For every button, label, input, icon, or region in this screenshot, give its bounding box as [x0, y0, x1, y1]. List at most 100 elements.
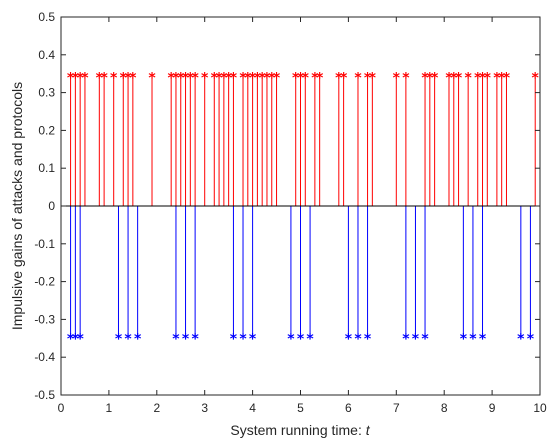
- y-tick-label-4: -0.2: [34, 275, 55, 289]
- stem-marker-1-24: *: [239, 70, 247, 86]
- stem-marker-1-15: *: [182, 70, 190, 86]
- stem-marker-1-1: *: [67, 70, 75, 86]
- y-tick-label-2: -0.4: [34, 350, 55, 364]
- stem-marker-2-17: *: [354, 331, 362, 347]
- stem-marker-1-43: *: [402, 70, 410, 86]
- y-tick-label-9: 0.3: [38, 86, 55, 100]
- stem-marker-1-12: *: [168, 70, 176, 86]
- stem-marker-2-23: *: [469, 331, 477, 347]
- stem-marker-1-2: *: [72, 70, 80, 86]
- x-tick-label-8: 7: [393, 401, 400, 415]
- stem-marker-1-47: *: [445, 70, 453, 86]
- stem-marker-2-13: *: [287, 331, 295, 347]
- stem-marker-2-2: *: [72, 331, 80, 347]
- stem-marker-2-4: *: [115, 331, 123, 347]
- x-tick-label-3: 2: [153, 401, 160, 415]
- stem-marker-1-4: *: [81, 70, 89, 86]
- y-tick-label-5: -0.1: [34, 237, 55, 251]
- stem-marker-2-8: *: [182, 331, 190, 347]
- x-tick-label-1: 0: [58, 401, 65, 415]
- stem-marker-1-34: *: [302, 70, 310, 86]
- x-axis-label-variable: t: [366, 422, 371, 438]
- y-tick-label-6: 0: [48, 199, 55, 213]
- stem-marker-1-44: *: [421, 70, 429, 86]
- stem-marker-2-21: *: [421, 331, 429, 347]
- stem-marker-1-29: *: [263, 70, 271, 86]
- x-tick-label-10: 9: [489, 401, 496, 415]
- stem-marker-2-25: *: [517, 331, 525, 347]
- stem-marker-1-11: *: [148, 70, 156, 86]
- stem-marker-1-50: *: [464, 70, 472, 86]
- y-tick-label-1: -0.5: [34, 388, 55, 402]
- stem-marker-2-15: *: [306, 331, 314, 347]
- x-tick-label-7: 6: [345, 401, 352, 415]
- stem-marker-1-25: *: [244, 70, 252, 86]
- stem-marker-1-48: *: [450, 70, 458, 86]
- stem-marker-1-7: *: [110, 70, 118, 86]
- stem-marker-1-36: *: [316, 70, 324, 86]
- y-tick-label-8: 0.2: [38, 123, 55, 137]
- stem-marker-1-53: *: [484, 70, 492, 86]
- x-tick-label-5: 4: [249, 401, 256, 415]
- axes-layer: [60, 16, 541, 396]
- stem-marker-1-41: *: [369, 70, 377, 86]
- stem-marker-1-35: *: [311, 70, 319, 86]
- x-tick-label-2: 1: [106, 401, 113, 415]
- stem-marker-2-3: *: [76, 331, 84, 347]
- stem-marker-2-26: *: [527, 331, 535, 347]
- y-axis-label: Impulsive gains of attacks and protocols: [9, 82, 25, 330]
- stem-marker-1-13: *: [172, 70, 180, 86]
- stem-marker-1-23: *: [230, 70, 238, 86]
- stem-marker-1-19: *: [211, 70, 219, 86]
- stem-marker-1-8: *: [120, 70, 128, 86]
- stem-marker-2-16: *: [345, 331, 353, 347]
- stem-marker-1-45: *: [426, 70, 434, 86]
- stem-marker-1-39: *: [354, 70, 362, 86]
- stem-marker-1-17: *: [191, 70, 199, 86]
- stem-marker-2-20: *: [412, 331, 420, 347]
- stem-marker-2-9: *: [191, 331, 199, 347]
- stem-marker-1-5: *: [96, 70, 104, 86]
- stem-marker-1-18: *: [201, 70, 209, 86]
- stem-marker-1-54: *: [493, 70, 501, 86]
- stem-marker-1-33: *: [297, 70, 305, 86]
- stem-marker-1-31: *: [273, 70, 281, 86]
- stem-marker-1-49: *: [455, 70, 463, 86]
- stem-marker-1-55: *: [498, 70, 506, 86]
- stems-layer: [70, 77, 536, 339]
- x-tick-label-11: 10: [533, 401, 547, 415]
- stem-marker-2-18: *: [364, 331, 372, 347]
- stem-marker-2-6: *: [134, 331, 142, 347]
- stem-marker-1-30: *: [268, 70, 276, 86]
- stem-marker-1-28: *: [259, 70, 267, 86]
- y-tick-label-11: 0.5: [38, 10, 55, 24]
- stem-marker-1-27: *: [254, 70, 262, 86]
- stem-marker-2-19: *: [402, 331, 410, 347]
- stem-marker-2-11: *: [239, 331, 247, 347]
- x-axis-label-text: System running time:: [230, 422, 365, 438]
- y-tick-label-3: -0.3: [34, 312, 55, 326]
- stem-marker-1-42: *: [393, 70, 401, 86]
- stem-marker-1-32: *: [292, 70, 300, 86]
- stem-marker-1-26: *: [249, 70, 257, 86]
- markers-layer: **** ** * *** * ****** * ***** ******** *** ** ** * *…: [67, 70, 540, 347]
- x-tick-label-4: 3: [201, 401, 208, 415]
- stem-marker-2-24: *: [479, 331, 487, 347]
- stem-marker-2-1: *: [67, 331, 75, 347]
- stem-marker-1-46: *: [431, 70, 439, 86]
- y-tick-label-10: 0.4: [38, 48, 55, 62]
- y-tick-labels: -0.5 -0.4 -0.3 -0.2 -0.1 0 0.1 0.2 0.3 0.4 0.5: [34, 10, 55, 402]
- stem-marker-1-10: *: [129, 70, 137, 86]
- stem-marker-1-56: *: [503, 70, 511, 86]
- stem-marker-1-52: *: [479, 70, 487, 86]
- stem-marker-1-6: *: [100, 70, 108, 86]
- stem-marker-1-37: *: [335, 70, 343, 86]
- stem-marker-2-12: *: [249, 331, 257, 347]
- stem-marker-1-14: *: [177, 70, 185, 86]
- stem-marker-1-9: *: [124, 70, 132, 86]
- stem-marker-2-7: *: [172, 331, 180, 347]
- stem-marker-1-57: *: [532, 70, 540, 86]
- stem-marker-1-16: *: [187, 70, 195, 86]
- x-tick-labels: 0 1 2 3 4 5 6 7 8 9 10: [58, 401, 547, 415]
